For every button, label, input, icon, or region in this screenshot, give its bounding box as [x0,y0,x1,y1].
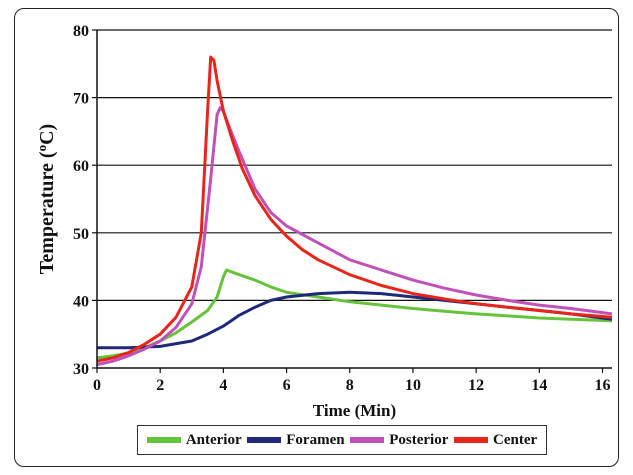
y-tick-label-30: 30 [73,361,89,378]
y-tick-label-50: 50 [73,226,89,243]
tick-labels: 0 2 4 6 8 10 12 14 16 30 40 50 60 70 80 [73,23,611,394]
gridlines [97,29,612,301]
legend-item-center: Center [454,432,537,449]
y-tick-label-70: 70 [73,91,89,108]
legend-label-foramen: Foramen [286,431,345,448]
legend: Anterior Foramen Posterior Center [137,425,547,455]
legend-swatch-posterior [350,437,385,443]
y-tick-label-80: 80 [73,23,89,40]
legend-item-anterior: Anterior [146,431,242,449]
legend-swatch-foramen [247,437,282,443]
series-lines [96,55,613,367]
x-axis-title: Time (Min) [313,401,396,420]
series-line-center [96,55,613,363]
legend-item-posterior: Posterior [350,432,448,449]
x-tick-label-6: 6 [283,377,291,394]
legend-item-foramen: Foramen [247,431,345,449]
legend-swatch-anterior [146,437,181,443]
x-tick-label-14: 14 [531,377,547,394]
axes [92,29,612,373]
x-tick-label-10: 10 [405,377,421,394]
y-axis-title-part2: C) [36,124,58,145]
x-tick-label-0: 0 [93,377,101,394]
y-tick-label-40: 40 [73,293,89,310]
figure-frame [14,8,619,467]
legend-swatch-center [454,437,489,443]
y-tick-label-60: 60 [73,158,89,175]
legend-label-posterior: Posterior [389,431,449,448]
x-tick-label-4: 4 [219,377,227,394]
x-tick-label-16: 16 [595,377,611,394]
legend-label-anterior: Anterior [185,431,242,448]
x-tick-label-12: 12 [468,377,484,394]
series-line-posterior [96,106,613,367]
x-tick-label-8: 8 [346,377,354,394]
y-axis-title: Temperature (oC) [34,124,58,274]
y-axis-title-superscript: o [34,145,49,152]
x-tick-label-2: 2 [156,377,164,394]
y-axis-title-part1: Temperature ( [36,151,58,274]
legend-label-center: Center [493,431,538,448]
